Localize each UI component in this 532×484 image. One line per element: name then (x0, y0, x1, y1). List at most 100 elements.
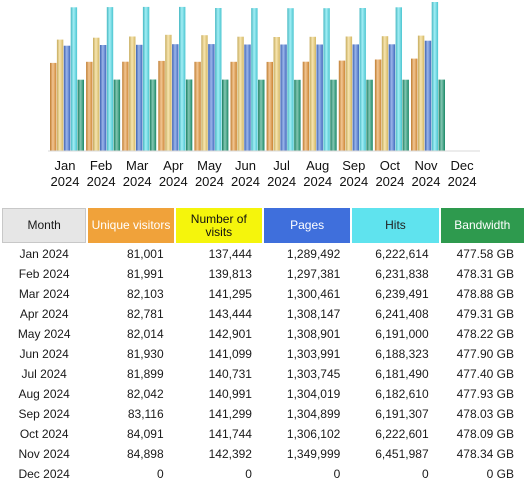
cell-unique-visitors: 82,042 (126, 386, 164, 401)
bar-unique-visitors (302, 61, 310, 152)
cell-bandwidth: 478.22 GB (456, 326, 514, 341)
cell-pages: 1,304,899 (286, 406, 341, 421)
cell-month: May 2024 (17, 326, 71, 341)
cell-month: Nov 2024 (18, 446, 70, 461)
cell-unique-visitors: 82,781 (126, 306, 164, 321)
cell-visits: 141,299 (208, 406, 252, 421)
cell-visits: 142,901 (208, 326, 252, 341)
cell-hits: 0 (421, 466, 429, 481)
cell-month: Dec 2024 (18, 466, 70, 481)
cell-hits: 6,191,307 (375, 406, 429, 421)
cell-unique-visitors: 82,103 (126, 286, 164, 301)
x-tick-label: Aug (306, 158, 329, 173)
bar-pages (316, 44, 323, 151)
x-tick-label: 2024 (51, 174, 80, 189)
bar-pages (352, 44, 359, 151)
cell-bandwidth: 478.03 GB (456, 406, 514, 421)
bar-number-of-visits (381, 36, 389, 152)
table-row: Apr 2024 82,781 143,444 1,308,147 6,241,408 4… (2, 304, 524, 323)
cell-visits: 142,392 (208, 446, 252, 461)
cell-pages: 1,303,991 (286, 346, 341, 361)
cell-hits: 6,181,490 (375, 366, 429, 381)
cell-month: Apr 2024 (19, 306, 69, 321)
cell-visits: 140,731 (208, 366, 252, 381)
cell-pages: 1,303,745 (286, 366, 341, 381)
bar-number-of-visits (93, 37, 100, 152)
cell-pages: 1,297,381 (286, 266, 341, 281)
x-tick-label: Mar (126, 158, 149, 173)
bar-bandwidth (113, 79, 121, 151)
header-bandwidth: Bandwidth (440, 208, 524, 243)
bar-number-of-visits (237, 36, 244, 152)
cell-bandwidth: 478.31 GB (456, 266, 514, 281)
x-tick-label: Sep (342, 158, 365, 173)
table-row: Aug 2024 82,042 140,991 1,304,019 6,182,610 4… (2, 384, 524, 403)
cell-unique-visitors: 84,091 (126, 426, 164, 441)
cell-bandwidth: 477.58 GB (456, 246, 514, 261)
chart-bars (50, 2, 445, 152)
bar-number-of-visits (417, 35, 425, 151)
cell-bandwidth: 478.34 GB (456, 446, 514, 461)
x-tick-label: 2024 (339, 174, 368, 189)
cell-unique-visitors: 81,001 (126, 246, 164, 261)
x-tick-label: 2024 (123, 174, 152, 189)
bar-bandwidth (330, 79, 337, 151)
x-tick-label: Jan (55, 158, 76, 173)
cell-unique-visitors: 84,898 (126, 446, 164, 461)
bar-pages (63, 45, 71, 152)
x-tick-label: 2024 (267, 174, 296, 189)
x-tick-label: Jul (273, 158, 290, 173)
cell-hits: 6,188,323 (375, 346, 429, 361)
x-tick-label: 2024 (412, 174, 441, 189)
bar-hits (179, 6, 186, 152)
bar-number-of-visits (345, 36, 353, 151)
x-tick-label: 2024 (303, 174, 332, 189)
bar-unique-visitors (122, 61, 129, 152)
bar-hits (251, 8, 258, 151)
cell-hits: 6,222,614 (375, 246, 429, 261)
table-row: Mar 2024 82,103 141,295 1,300,461 6,239,491 4… (2, 284, 524, 303)
cell-visits: 139,813 (208, 266, 252, 281)
bar-bandwidth (402, 79, 409, 151)
cell-pages: 1,349,999 (286, 446, 341, 461)
header-month: Month (2, 208, 87, 243)
cell-pages: 1,304,019 (286, 386, 341, 401)
cell-bandwidth: 477.90 GB (456, 346, 514, 361)
cell-unique-visitors: 81,991 (126, 266, 164, 281)
cell-bandwidth: 478.09 GB (456, 426, 514, 441)
bar-hits (431, 2, 439, 151)
cell-unique-visitors: 82,014 (126, 326, 164, 341)
x-tick-label: Feb (90, 158, 112, 173)
header-unique-visitors: Unique visitors (88, 208, 174, 243)
table-row: Jun 2024 81,930 141,099 1,303,991 6,188,323 4… (2, 344, 524, 363)
x-axis-labels: Jan2024Feb2024Mar2024Apr2024May2024Jun20… (51, 158, 477, 189)
bar-unique-visitors (338, 60, 346, 151)
header-pages: Pages (263, 208, 351, 243)
bar-number-of-visits (165, 34, 172, 151)
x-tick-label: Oct (380, 158, 401, 173)
cell-pages: 1,300,461 (286, 286, 341, 301)
cell-hits: 6,239,491 (375, 286, 429, 301)
cell-month: Jun 2024 (19, 346, 69, 361)
bar-hits (215, 8, 222, 151)
bar-pages (244, 44, 251, 151)
monthly-stats-chart: Jan2024Feb2024Mar2024Apr2024May2024Jun20… (48, 2, 480, 189)
table-row: Dec 2024 0 0 0 0 0 GB (2, 464, 524, 483)
bar-bandwidth (366, 79, 373, 151)
bar-bandwidth (258, 79, 265, 151)
bar-pages (208, 44, 215, 151)
bar-pages (99, 45, 107, 151)
table-row: Jan 2024 81,001 137,444 1,289,492 6,222,614 4… (2, 244, 524, 263)
cell-hits: 6,231,838 (375, 266, 429, 281)
header-number-of-visits: Number of visits (175, 208, 262, 243)
cell-month: Sep 2024 (18, 406, 70, 421)
bar-unique-visitors (411, 58, 418, 151)
bar-number-of-visits (129, 36, 136, 151)
bar-bandwidth (438, 79, 445, 151)
x-tick-label: Apr (163, 158, 184, 173)
cell-hits: 6,191,000 (375, 326, 429, 341)
cell-month: Oct 2024 (19, 426, 69, 441)
bar-number-of-visits (201, 35, 208, 152)
x-tick-label: 2024 (231, 174, 260, 189)
bar-bandwidth (77, 79, 84, 151)
